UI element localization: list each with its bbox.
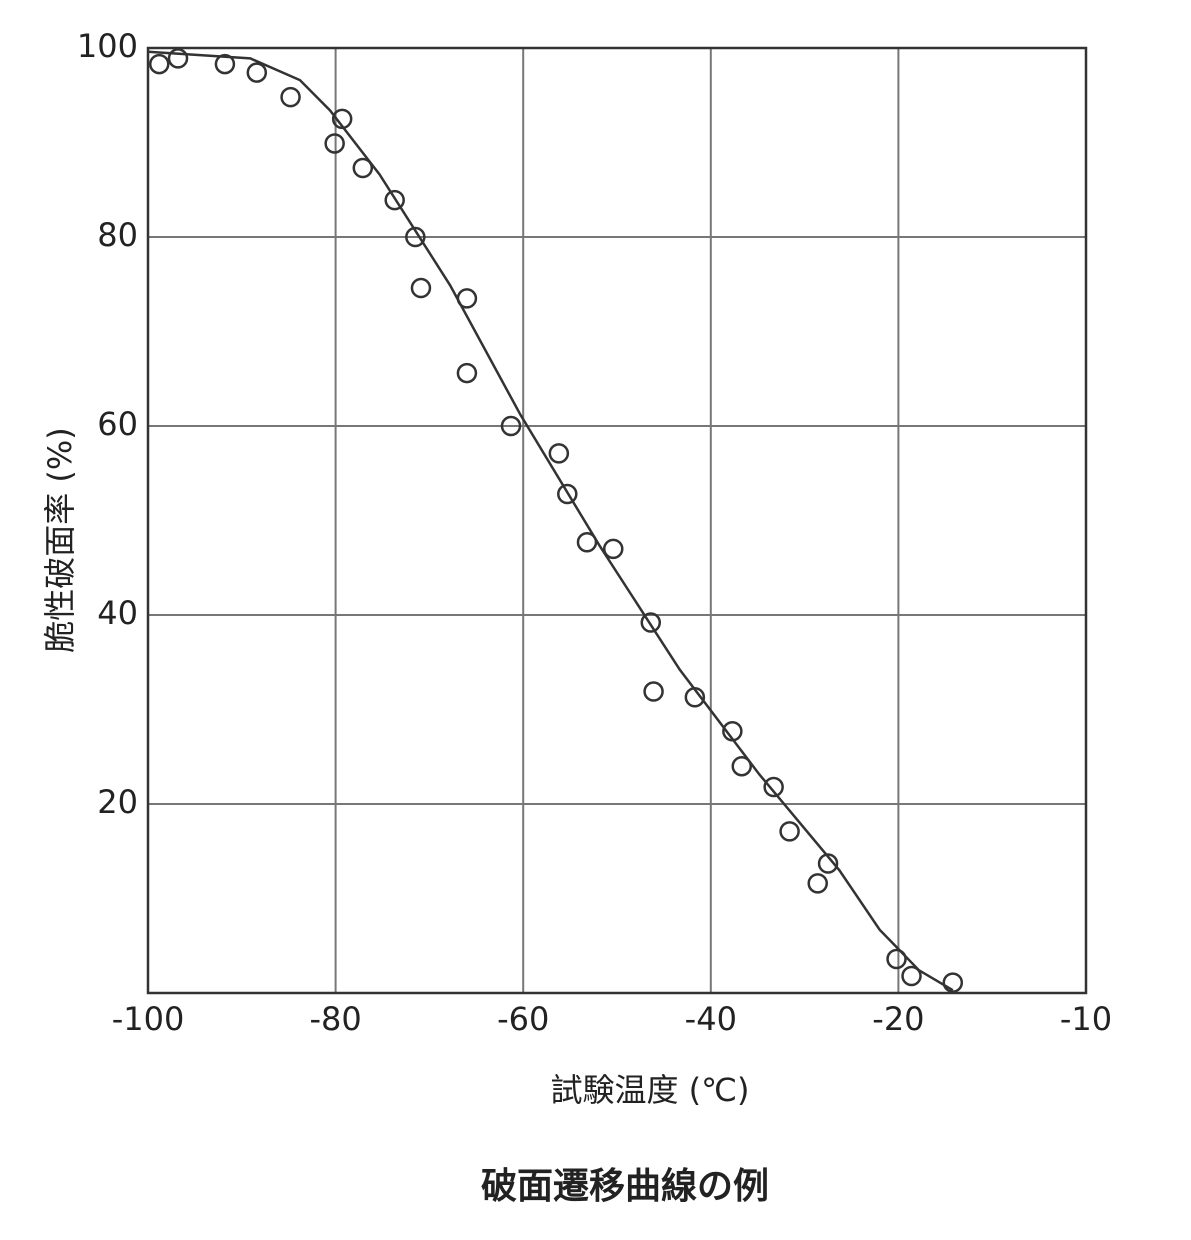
- data-point: [500, 415, 522, 437]
- data-point: [405, 226, 426, 248]
- data-point: [817, 853, 839, 874]
- x-tick-label: -60: [497, 1000, 549, 1038]
- y-tick-label: 60: [97, 405, 138, 443]
- data-point: [779, 821, 800, 842]
- data-point: [548, 443, 570, 464]
- y-tick-label: 80: [97, 216, 138, 254]
- y-tick-label: 40: [97, 594, 138, 632]
- data-point: [557, 483, 578, 505]
- x-tick-label: -40: [685, 1000, 737, 1038]
- x-tick-label: -80: [309, 1000, 361, 1038]
- data-point: [731, 755, 753, 777]
- y-axis-label: 脆性破面率 (%): [41, 427, 79, 653]
- data-point: [942, 972, 964, 993]
- data-point: [886, 948, 907, 970]
- y-tick-label: 100: [77, 27, 138, 65]
- x-tick-label: -20: [872, 1000, 924, 1038]
- data-point: [167, 48, 189, 69]
- data-point: [324, 133, 345, 154]
- data-point: [352, 157, 374, 179]
- data-point: [384, 189, 405, 211]
- x-tick-label: -100: [112, 1000, 185, 1038]
- y-tick-label: 20: [97, 783, 138, 821]
- data-point: [901, 965, 922, 987]
- data-point: [246, 62, 268, 83]
- data-point: [280, 86, 301, 108]
- x-axis-label: 試験温度 (℃): [550, 1071, 749, 1109]
- data-point: [214, 53, 236, 75]
- data-point: [149, 53, 170, 75]
- data-point: [576, 531, 598, 553]
- data-point: [807, 873, 828, 894]
- x-tick-label: -10: [1060, 1000, 1112, 1038]
- data-point: [763, 776, 784, 798]
- plot-frame: [146, 46, 1088, 995]
- fit-curve: [147, 50, 954, 992]
- chart-title: 破面遷移曲線の例: [481, 1166, 769, 1207]
- data-point: [602, 538, 624, 560]
- data-point: [456, 362, 478, 384]
- data-point: [640, 612, 662, 633]
- data-point: [643, 681, 664, 702]
- data-point: [410, 277, 432, 299]
